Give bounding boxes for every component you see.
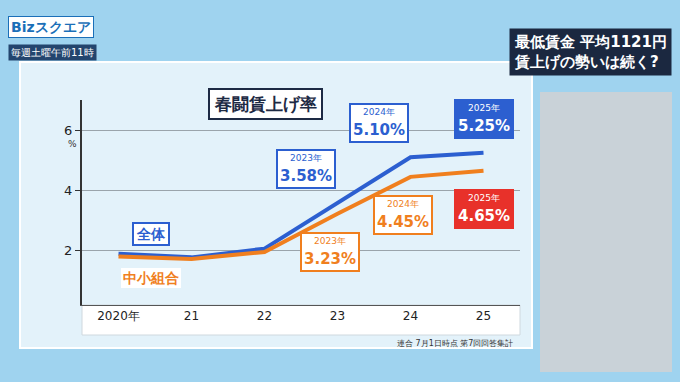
svg-text:2024年4.45%: 2024年4.45% [377,199,429,231]
svg-text:Bizスクエア: Bizスクエア [11,19,91,35]
svg-text:24: 24 [403,309,418,323]
svg-text:6: 6 [64,123,72,138]
svg-text:22: 22 [257,309,272,323]
svg-text:2025年5.25%: 2025年5.25% [458,103,510,135]
svg-text:2020年: 2020年 [97,309,140,323]
svg-text:2023年3.23%: 2023年3.23% [304,236,356,268]
svg-text:4: 4 [64,183,72,198]
svg-text:春闘賃上げ率: 春闘賃上げ率 [214,94,317,114]
svg-text:全体: 全体 [136,226,166,242]
svg-text:2024年5.10%: 2024年5.10% [353,107,405,139]
svg-text:最低賃金 平均1121円賃上げの勢いは続く?: 最低賃金 平均1121円賃上げの勢いは続く? [514,33,667,71]
svg-text:21: 21 [184,309,199,323]
svg-text:2: 2 [64,243,72,258]
svg-text:23: 23 [330,309,345,323]
svg-text:25: 25 [476,309,491,323]
svg-text:中小組合: 中小組合 [123,270,179,286]
svg-text:2025年4.65%: 2025年4.65% [458,193,510,225]
svg-text:毎週土曜午前11時: 毎週土曜午前11時 [11,47,94,58]
svg-text:連合 7月1日時点 第7回回答集計: 連合 7月1日時点 第7回回答集計 [397,339,513,348]
svg-text:%: % [68,139,77,149]
svg-text:2023年3.58%: 2023年3.58% [280,153,332,185]
